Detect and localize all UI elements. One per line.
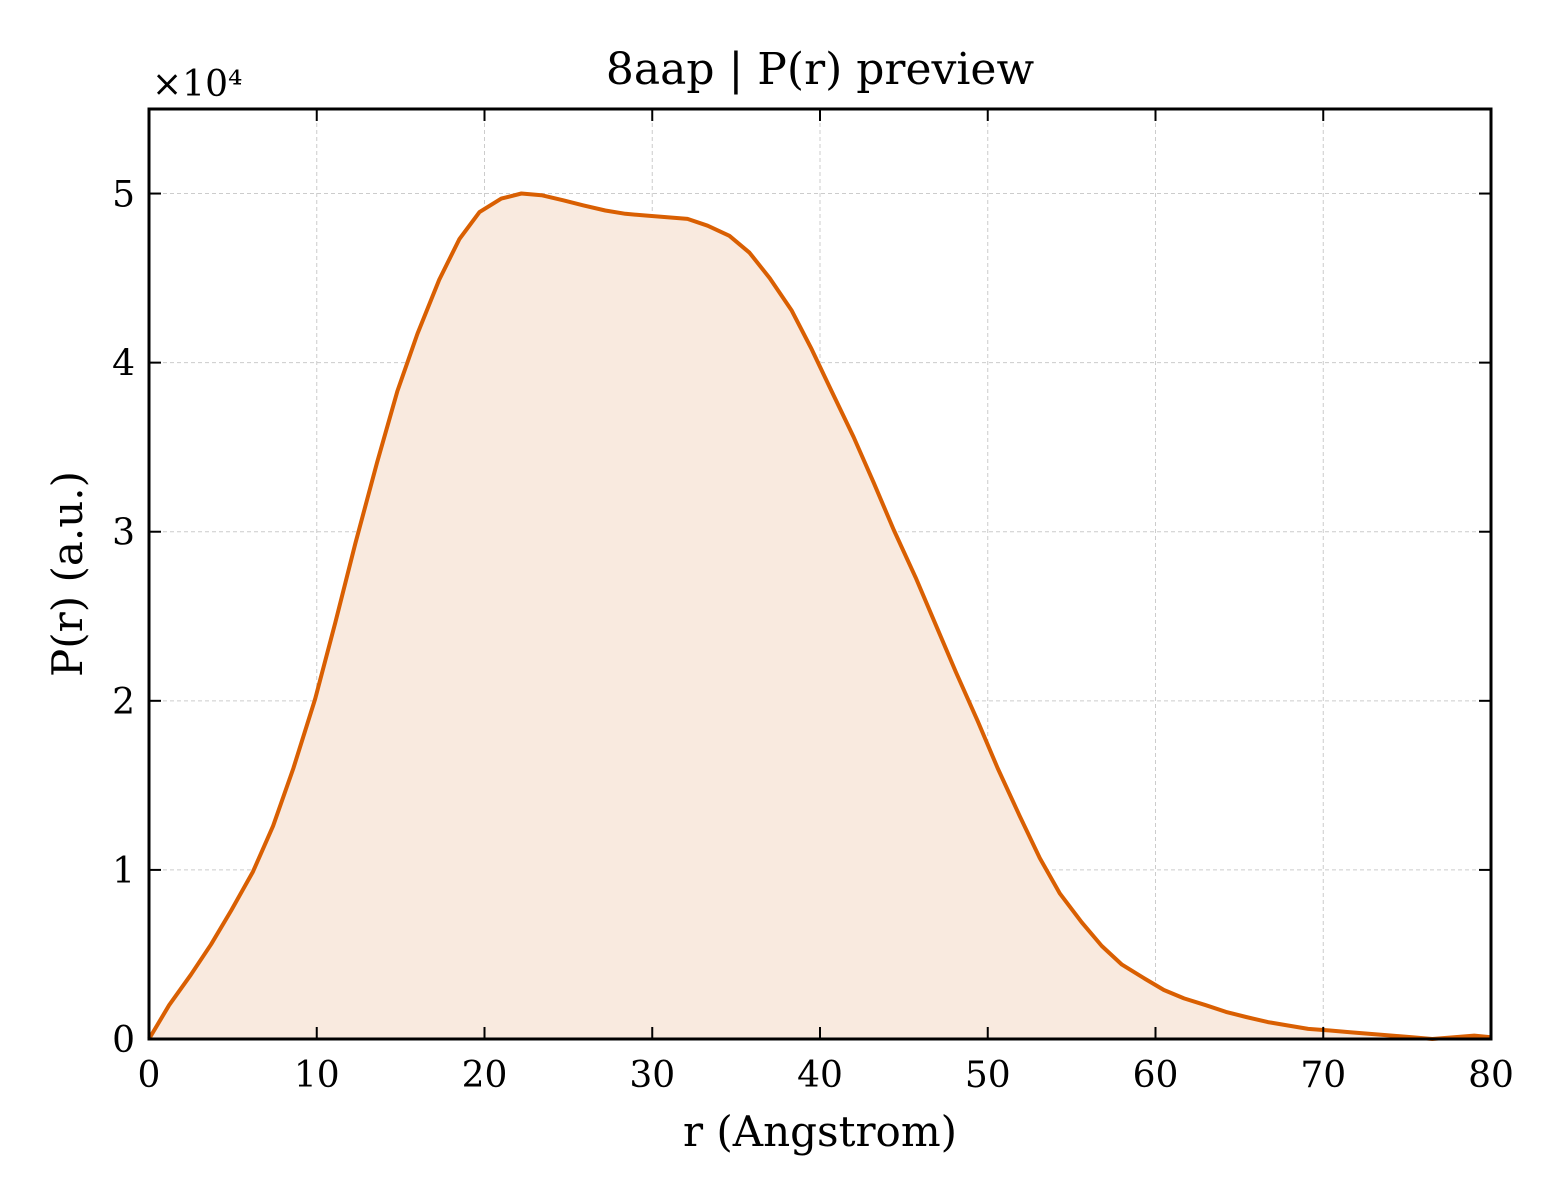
x-tick-label: 0 <box>138 1055 161 1096</box>
x-tick-label: 60 <box>1133 1055 1179 1096</box>
pr-area-fill <box>149 193 1491 1039</box>
x-tick-label: 40 <box>797 1055 843 1096</box>
x-tick-label: 20 <box>462 1055 508 1096</box>
y-tick-label: 1 <box>112 851 135 892</box>
y-tick-label: 5 <box>112 175 135 216</box>
y-axis-label: P(r) (a.u.) <box>43 471 92 677</box>
y-tick-label: 3 <box>112 513 135 554</box>
y-tick-label: 2 <box>112 682 135 723</box>
chart-title: 8aap | P(r) preview <box>606 44 1035 95</box>
y-tick-label: 4 <box>112 344 135 385</box>
x-tick-label: 50 <box>965 1055 1011 1096</box>
pr-curve-line <box>147 191 1492 1041</box>
x-tick-label: 70 <box>1300 1055 1346 1096</box>
x-axis-label: r (Angstrom) <box>683 1107 957 1156</box>
y-tick-label: 0 <box>112 1020 135 1061</box>
x-tick-label: 30 <box>629 1055 675 1096</box>
x-tick-label: 10 <box>294 1055 340 1096</box>
axis-ticks: 0 10 20 30 40 50 60 70 80 0 1 2 3 4 5 <box>112 109 1514 1096</box>
x-tick-label: 80 <box>1468 1055 1514 1096</box>
y-scale-multiplier: ×10⁴ <box>152 64 242 105</box>
